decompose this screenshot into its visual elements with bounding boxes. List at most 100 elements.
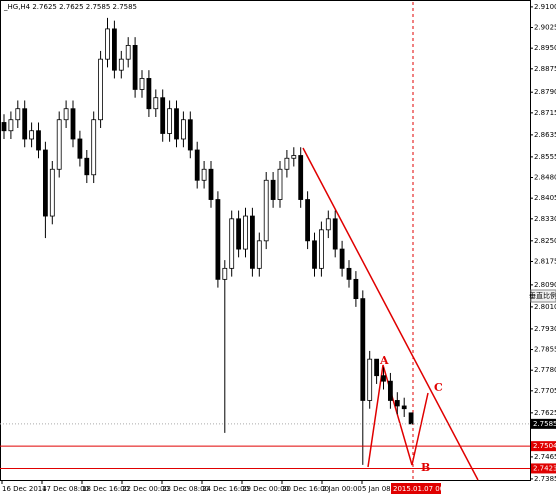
candle-body	[160, 97, 166, 134]
y-tick-label: 2.8715	[534, 109, 556, 117]
x-tick-label: 16 Dec 2014	[2, 485, 47, 493]
candle-body	[29, 130, 35, 140]
candle-body	[105, 28, 110, 60]
candle-body	[236, 218, 242, 250]
candle-body	[325, 218, 331, 231]
y-tick-label: 2.8790	[534, 88, 556, 96]
candle-body	[263, 179, 269, 242]
candle-body	[187, 119, 193, 151]
y-tick-label: 2.7705	[534, 387, 556, 395]
y-tick-label: 2.8635	[534, 131, 556, 139]
candle-body	[208, 168, 214, 200]
candle-body	[401, 405, 407, 410]
y-tick-label: 2.8480	[534, 174, 556, 182]
candle-body	[229, 218, 235, 269]
level-box	[531, 463, 556, 474]
y-tick-label: 2.7780	[534, 366, 556, 374]
candle-body	[174, 108, 179, 140]
y-tick-label: 2.8250	[534, 237, 556, 245]
candle-body	[346, 267, 352, 280]
label-b: B	[421, 461, 430, 474]
current-price-label: 2.7585	[533, 420, 556, 428]
candle-body	[394, 400, 400, 407]
candle-body	[22, 108, 28, 140]
candle-body	[167, 108, 173, 134]
scale-button[interactable]	[530, 289, 556, 303]
candle-body	[249, 215, 255, 269]
candle-body	[118, 58, 124, 71]
y-tick-label: 2.8175	[534, 257, 556, 265]
candle-body	[98, 58, 103, 121]
abc-pattern	[367, 364, 429, 468]
candle-body	[91, 119, 97, 176]
level-label: 2.7423	[533, 464, 556, 472]
candle-body	[291, 155, 297, 159]
candle-body	[77, 138, 83, 159]
candle-body	[8, 119, 14, 132]
candle-body	[132, 45, 138, 90]
candle-body	[332, 218, 338, 250]
y-tick-label: 2.7855	[534, 346, 556, 354]
candle-body	[125, 45, 131, 60]
candle-body	[387, 380, 393, 401]
candle-body	[49, 168, 55, 217]
candle-body	[56, 119, 62, 170]
candle-body	[312, 240, 317, 269]
candle-body	[15, 108, 21, 121]
x-tick-label: 23 Dec 08:00	[162, 485, 209, 493]
x-tick-label: 2 Jan 00:00	[322, 485, 362, 493]
candle-body	[112, 28, 117, 71]
candle-body	[139, 78, 145, 90]
trend-line	[302, 147, 479, 481]
candle-body	[381, 375, 386, 382]
candle-body	[256, 240, 262, 269]
candle-body	[298, 155, 304, 200]
y-tick-label: 2.8555	[534, 153, 556, 161]
candle-body	[153, 97, 159, 110]
y-tick-label: 2.9100	[534, 3, 556, 11]
candle-body	[353, 278, 359, 300]
candle-body	[1, 122, 7, 132]
candle-body	[63, 108, 69, 121]
candle-body	[243, 215, 248, 250]
candle-body	[36, 130, 41, 151]
level-box	[531, 441, 556, 452]
candle-body	[201, 168, 207, 181]
candle-body	[146, 78, 152, 110]
y-tick-label: 2.8010	[534, 303, 556, 311]
candle-body	[194, 149, 200, 181]
candle-body	[318, 229, 324, 269]
y-tick-label: 2.7930	[534, 325, 556, 333]
y-tick-label: 2.8950	[534, 44, 556, 52]
x-tick-label: 18 Dec 16:00	[82, 485, 129, 493]
scale-button-label[interactable]: 垂直比例	[529, 291, 556, 300]
y-tick-label: 2.9025	[534, 24, 556, 32]
candle-body	[222, 267, 228, 280]
candle-body	[374, 358, 380, 377]
candle-body	[367, 358, 373, 401]
current-price-box	[531, 418, 556, 429]
candle-body	[180, 119, 186, 140]
x-tick-label: 5 Jan 08:00	[362, 485, 402, 493]
candle-body	[408, 412, 414, 425]
x-tick-label: 30 Dec 16:00	[282, 485, 329, 493]
y-tick-label: 2.8090	[534, 281, 556, 289]
candle-body	[70, 108, 76, 140]
cursor-time-box	[391, 483, 441, 494]
candle-body	[360, 298, 366, 401]
y-tick-label: 2.7625	[534, 409, 556, 417]
candle-body	[84, 157, 90, 176]
candle-body	[339, 248, 345, 269]
candle-body	[43, 149, 48, 217]
candle-body	[277, 168, 283, 200]
candle-body	[215, 199, 221, 280]
y-tick-label: 2.7385	[534, 475, 556, 483]
x-tick-label: 29 Dec 00:00	[242, 485, 289, 493]
cursor-time: 2015.01.07 00:00	[393, 485, 455, 493]
level-label: 2.7504	[533, 442, 556, 450]
chart-title: _HG,H4 2.7625 2.7625 2.7585 2.7585	[3, 3, 137, 11]
y-tick-label: 2.8875	[534, 65, 556, 73]
candle-body	[305, 199, 311, 242]
